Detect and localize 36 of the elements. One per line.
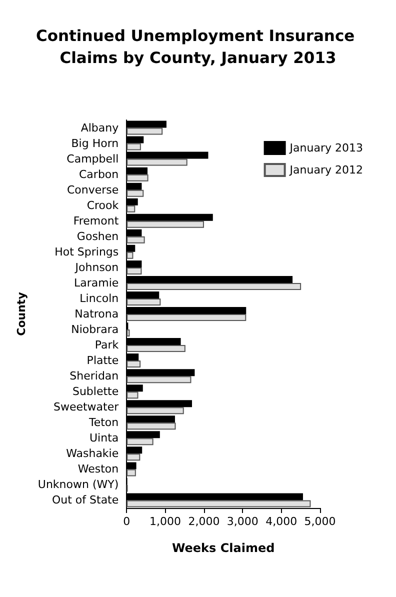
- y-tick-label: Uinta: [90, 432, 119, 445]
- y-tick-label: Laramie: [74, 276, 119, 290]
- y-tick-label: Washakie: [66, 447, 119, 460]
- y-tick-label: Out of State: [52, 494, 119, 507]
- y-tick-label: Park: [94, 338, 120, 352]
- y-tick-label: Big Horn: [71, 136, 119, 150]
- y-tick-label: Sublette: [72, 385, 119, 398]
- legend-label: January 2012: [288, 164, 364, 176]
- y-tick-label: Lincoln: [80, 292, 119, 305]
- x-tick-label: 4,000: [266, 515, 298, 528]
- legend-label: January 2013: [288, 142, 364, 154]
- y-tick-label: Weston: [78, 462, 119, 476]
- y-tick-label: Sweetwater: [53, 400, 120, 414]
- y-axis-title: County: [15, 292, 28, 336]
- y-tick-label: Johnson: [74, 260, 119, 274]
- x-tick-label: 5,000: [304, 515, 336, 528]
- x-tick-label: 0: [123, 515, 130, 528]
- y-tick-label: Crook: [86, 198, 120, 212]
- y-tick-label: Converse: [66, 183, 119, 196]
- x-tick-label: 3,000: [226, 515, 258, 528]
- x-axis-title: Weeks Claimed: [172, 541, 275, 555]
- y-tick-label: Unknown (WY): [38, 478, 119, 492]
- y-tick-label: Albany: [80, 121, 120, 134]
- y-tick-label: Natrona: [74, 308, 119, 320]
- y-tick-label: Fremont: [73, 214, 120, 228]
- y-tick-label: Sheridan: [70, 370, 119, 383]
- y-tick-label: Niobrara: [71, 323, 119, 336]
- x-tick-label: 1,000: [150, 515, 182, 528]
- chart-title: Continued Unemployment Insurance Claims by County, January 2013: [36, 27, 360, 67]
- y-tick-label: Hot Springs: [54, 245, 119, 258]
- x-tick-label: 2,000: [188, 515, 220, 528]
- y-tick-label: Goshen: [76, 230, 119, 243]
- y-tick-label: Campbell: [66, 152, 119, 166]
- y-tick-label: Teton: [88, 416, 119, 430]
- y-tick-label: Carbon: [79, 168, 119, 181]
- y-tick-label: Platte: [86, 354, 119, 368]
